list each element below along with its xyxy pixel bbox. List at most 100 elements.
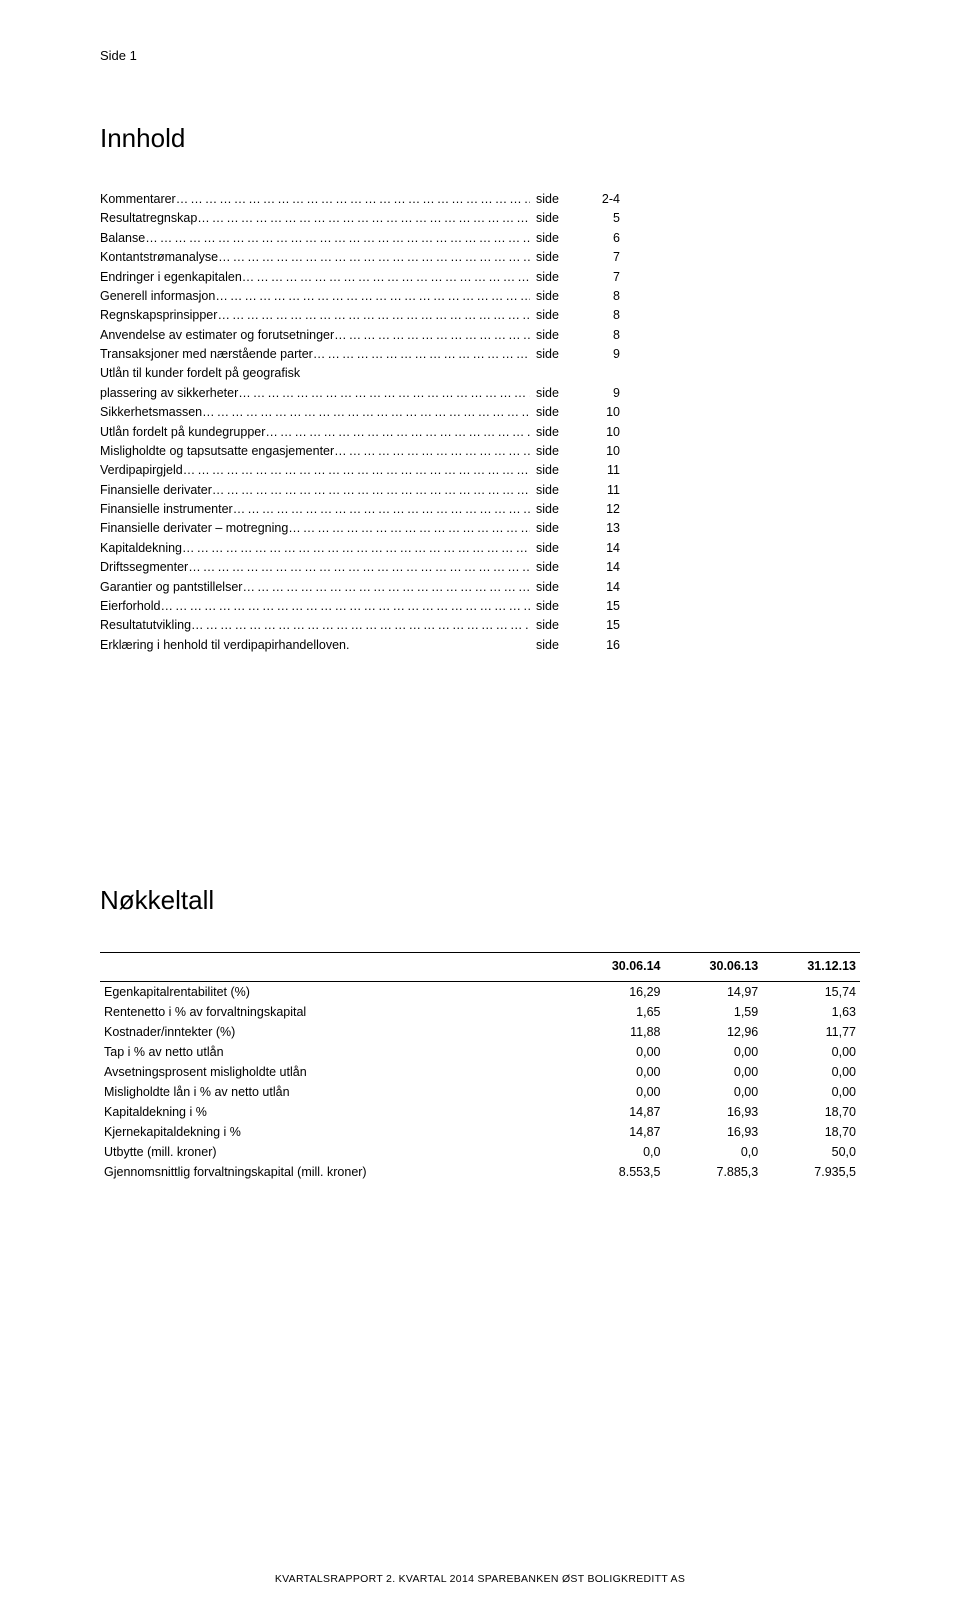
toc-entry-label: Kapitaldekning (100, 539, 182, 558)
toc-page-number: 10 (580, 403, 620, 422)
toc-page-number: 7 (580, 268, 620, 287)
toc-page-number: 12 (580, 500, 620, 519)
toc-entry-label: Transaksjoner med nærstående parter (100, 345, 313, 364)
table-header-cell (100, 953, 567, 982)
toc-side-word: side (530, 461, 580, 480)
table-cell: 0,00 (567, 1082, 665, 1102)
toc-side-word: side (530, 636, 580, 655)
table-header-row: 30.06.1430.06.1331.12.13 (100, 953, 860, 982)
table-row: Tap i % av netto utlån0,000,000,00 (100, 1042, 860, 1062)
table-cell: 0,00 (567, 1062, 665, 1082)
table-cell: 14,87 (567, 1102, 665, 1122)
toc-side-word: side (530, 287, 580, 306)
toc-entry-label: Utlån til kunder fordelt på geografisk (100, 364, 300, 383)
toc-entry-label: Finansielle derivater (100, 481, 212, 500)
table-row: Kapitaldekning i %14,8716,9318,70 (100, 1102, 860, 1122)
page-footer: KVARTALSRAPPORT 2. KVARTAL 2014 SPAREBAN… (0, 1573, 960, 1585)
toc-entry-label: Finansielle derivater – motregning (100, 519, 288, 538)
toc-entry-label: Erklæring i henhold til verdipapirhandel… (100, 636, 349, 655)
table-cell: 8.553,5 (567, 1162, 665, 1182)
toc-leader-dots: ………………………………………………………………………… (188, 558, 530, 577)
toc-page-number: 11 (580, 461, 620, 480)
toc-leader-dots: ………………………………………………………………………… (202, 403, 530, 422)
table-cell: 0,00 (762, 1042, 860, 1062)
table-cell: Tap i % av netto utlån (100, 1042, 567, 1062)
toc-row: Kommentarer…………………………………………………………………………s… (100, 190, 620, 209)
toc-side-word: side (530, 268, 580, 287)
toc-side-word: side (530, 578, 580, 597)
toc-page-number: 5 (580, 209, 620, 228)
toc-leader-dots: ………………………………………………………………………… (160, 597, 530, 616)
toc-leader-dots: ………………………………………………………………………… (182, 539, 530, 558)
toc-page-number: 14 (580, 578, 620, 597)
table-header-cell: 30.06.14 (567, 953, 665, 982)
toc-side-word: side (530, 209, 580, 228)
page-number-label: Side 1 (100, 48, 860, 63)
table-cell: 0,00 (664, 1062, 762, 1082)
toc-page-number: 15 (580, 597, 620, 616)
table-row: Egenkapitalrentabilitet (%)16,2914,9715,… (100, 982, 860, 1003)
toc-leader-dots: ………………………………………………………………………… (265, 423, 530, 442)
toc-entry-label: Endringer i egenkapitalen (100, 268, 242, 287)
toc-page-number: 14 (580, 558, 620, 577)
toc-entry-label: Generell informasjon (100, 287, 215, 306)
table-cell: 1,59 (664, 1002, 762, 1022)
table-cell: Misligholdte lån i % av netto utlån (100, 1082, 567, 1102)
table-cell: 14,97 (664, 982, 762, 1003)
toc-side-word: side (530, 384, 580, 403)
toc-row: Finansielle derivater – motregning………………… (100, 519, 620, 538)
toc-page-number: 2-4 (580, 190, 620, 209)
toc-entry-label: Sikkerhetsmassen (100, 403, 202, 422)
toc-side-word: side (530, 539, 580, 558)
toc-entry-label: Kommentarer (100, 190, 176, 209)
table-of-contents: Kommentarer…………………………………………………………………………s… (100, 190, 620, 655)
table-cell: 16,29 (567, 982, 665, 1003)
document-page: Side 1 Innhold Kommentarer……………………………………… (0, 0, 960, 1613)
table-cell: Kostnader/inntekter (%) (100, 1022, 567, 1042)
toc-row: Utlån til kunder fordelt på geografisk (100, 364, 620, 383)
toc-side-word: side (530, 229, 580, 248)
toc-entry-label: Balanse (100, 229, 145, 248)
toc-page-number: 13 (580, 519, 620, 538)
table-cell: 0,0 (567, 1142, 665, 1162)
toc-row: Finansielle instrumenter…………………………………………… (100, 500, 620, 519)
table-cell: Egenkapitalrentabilitet (%) (100, 982, 567, 1003)
toc-leader-dots: ………………………………………………………………………… (233, 500, 530, 519)
table-cell: Rentenetto i % av forvaltningskapital (100, 1002, 567, 1022)
toc-page-number: 10 (580, 423, 620, 442)
toc-side-word: side (530, 597, 580, 616)
toc-leader-dots: ………………………………………………………………………… (183, 461, 530, 480)
toc-leader-dots: ………………………………………………………………………… (334, 326, 530, 345)
table-cell: 0,00 (762, 1082, 860, 1102)
table-row: Kjernekapitaldekning i %14,8716,9318,70 (100, 1122, 860, 1142)
toc-leader-dots: ………………………………………………………………………… (197, 209, 530, 228)
table-cell: Avsetningsprosent misligholdte utlån (100, 1062, 567, 1082)
toc-page-number: 9 (580, 384, 620, 403)
toc-entry-label: Anvendelse av estimater og forutsetninge… (100, 326, 334, 345)
toc-entry-label: Kontantstrømanalyse (100, 248, 218, 267)
section-gap (100, 655, 860, 885)
toc-page-number: 15 (580, 616, 620, 635)
table-row: Gjennomsnittlig forvaltningskapital (mil… (100, 1162, 860, 1182)
table-cell: 11,77 (762, 1022, 860, 1042)
toc-row: Kapitaldekning……………………………………………………………………… (100, 539, 620, 558)
table-cell: 0,00 (567, 1042, 665, 1062)
table-cell: Gjennomsnittlig forvaltningskapital (mil… (100, 1162, 567, 1182)
toc-leader-dots: ………………………………………………………………………… (218, 248, 530, 267)
table-cell: Utbytte (mill. kroner) (100, 1142, 567, 1162)
table-cell: 0,00 (664, 1082, 762, 1102)
table-cell: 12,96 (664, 1022, 762, 1042)
toc-heading: Innhold (100, 123, 860, 154)
toc-leader-dots: ………………………………………………………………………… (242, 268, 530, 287)
table-cell: 16,93 (664, 1102, 762, 1122)
toc-leader-dots: ………………………………………………………………………… (176, 190, 530, 209)
toc-leader-dots: ………………………………………………………………………… (288, 519, 530, 538)
table-row: Rentenetto i % av forvaltningskapital1,6… (100, 1002, 860, 1022)
toc-side-word: side (530, 519, 580, 538)
table-header-cell: 30.06.13 (664, 953, 762, 982)
toc-side-word: side (530, 442, 580, 461)
key-figures-heading: Nøkkeltall (100, 885, 860, 916)
toc-entry-label: Driftssegmenter (100, 558, 188, 577)
toc-entry-label: Utlån fordelt på kundegrupper (100, 423, 265, 442)
toc-leader-dots: ………………………………………………………………………… (215, 287, 530, 306)
